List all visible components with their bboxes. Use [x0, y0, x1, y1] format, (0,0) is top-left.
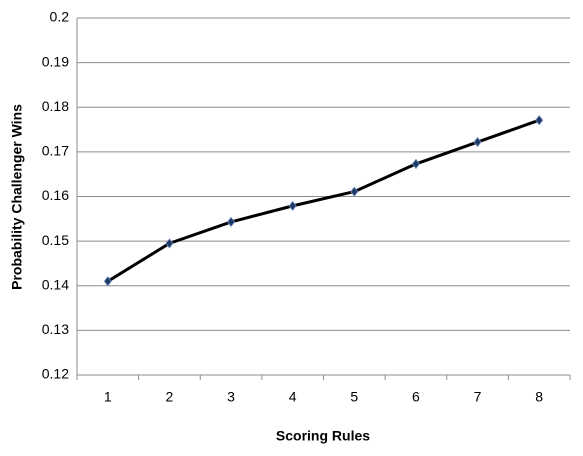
x-axis-title: Scoring Rules [276, 428, 370, 444]
x-tick-label: 6 [412, 389, 420, 405]
y-tick-label: 0.14 [42, 276, 69, 292]
marker [227, 216, 236, 228]
x-tick-label: 7 [474, 389, 482, 405]
y-axis-title: Probability Challenger Wins [9, 104, 25, 290]
y-tick-label: 0.18 [42, 98, 69, 114]
marker [411, 158, 420, 170]
y-tick-label: 0.13 [42, 321, 69, 337]
y-tick-label: 0.12 [42, 366, 69, 382]
y-tick-label: 0.19 [42, 53, 69, 69]
y-tick-label: 0.16 [42, 187, 69, 203]
marker [288, 200, 297, 212]
marker [350, 186, 359, 197]
marker [535, 115, 544, 126]
y-tick-label: 0.2 [50, 9, 70, 25]
marker [103, 276, 112, 287]
y-tick-label: 0.17 [42, 143, 69, 159]
x-tick-label: 4 [289, 389, 297, 405]
x-tick-label: 2 [166, 389, 174, 405]
marker [473, 136, 482, 148]
y-tick-label: 0.15 [42, 232, 69, 248]
x-tick-label: 8 [535, 389, 543, 405]
line [107, 118, 540, 283]
x-tick-label: 5 [350, 389, 358, 405]
marker [165, 238, 174, 249]
x-tick-label: 1 [104, 389, 112, 405]
x-tick-label: 3 [227, 389, 235, 405]
